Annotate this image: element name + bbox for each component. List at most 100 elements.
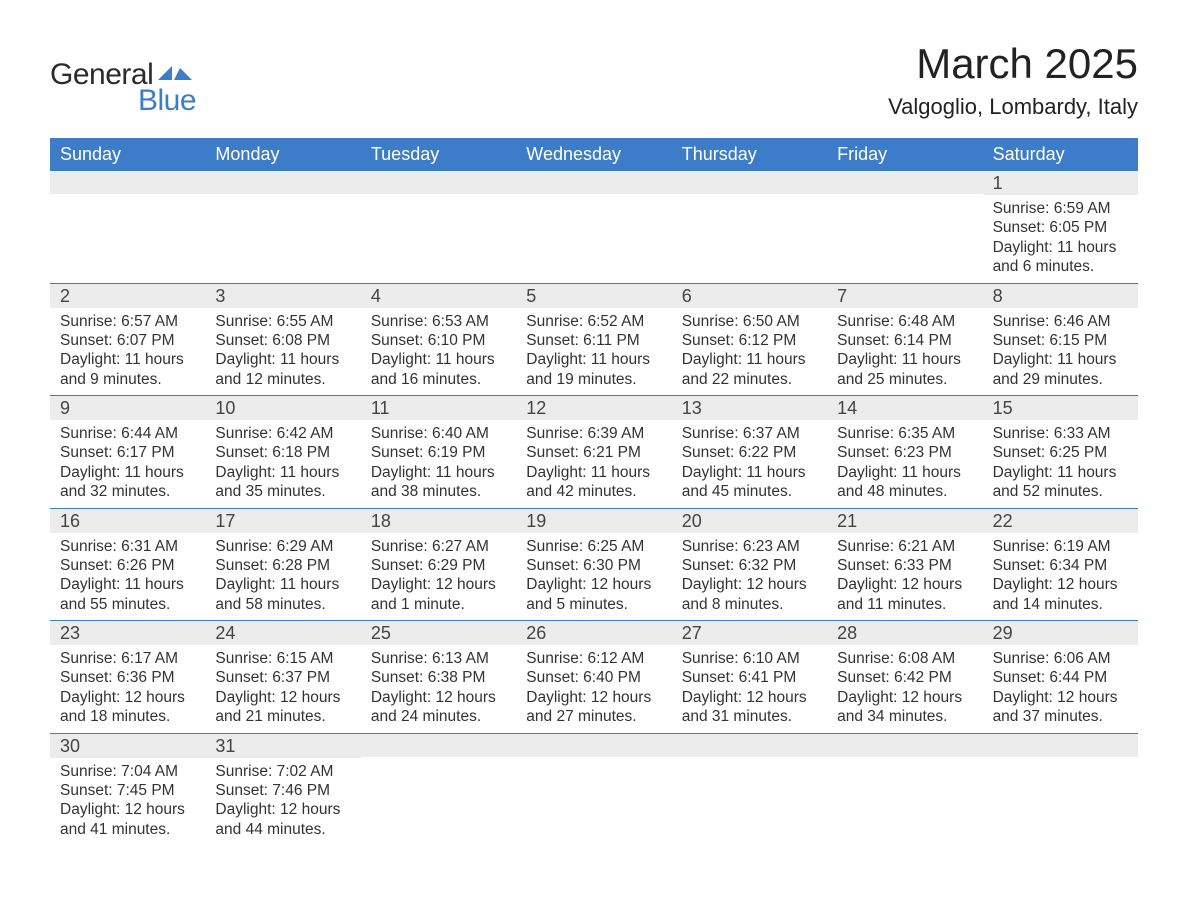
day-daylight: Daylight: 11 hours and 48 minutes. xyxy=(837,463,972,502)
day-number: 22 xyxy=(983,509,1138,533)
day-sunrise: Sunrise: 6:17 AM xyxy=(60,649,195,668)
day-daylight: Daylight: 11 hours and 52 minutes. xyxy=(993,463,1128,502)
day-daylight: Daylight: 12 hours and 1 minute. xyxy=(371,575,506,614)
title-block: March 2025 Valgoglio, Lombardy, Italy xyxy=(888,40,1138,120)
day-number: 16 xyxy=(50,509,205,533)
day-cell: 16Sunrise: 6:31 AMSunset: 6:26 PMDayligh… xyxy=(50,509,205,621)
day-cell xyxy=(827,734,982,846)
day-body xyxy=(516,757,671,767)
day-daylight: Daylight: 12 hours and 11 minutes. xyxy=(837,575,972,614)
day-number xyxy=(361,734,516,757)
day-sunset: Sunset: 6:23 PM xyxy=(837,443,972,462)
day-number xyxy=(516,171,671,194)
day-daylight: Daylight: 11 hours and 45 minutes. xyxy=(682,463,817,502)
day-sunrise: Sunrise: 6:42 AM xyxy=(215,424,350,443)
day-number: 30 xyxy=(50,734,205,758)
day-body: Sunrise: 6:44 AMSunset: 6:17 PMDaylight:… xyxy=(50,420,205,508)
day-sunrise: Sunrise: 6:48 AM xyxy=(837,312,972,331)
day-number: 1 xyxy=(983,171,1138,195)
day-sunset: Sunset: 6:28 PM xyxy=(215,556,350,575)
day-cell: 31Sunrise: 7:02 AMSunset: 7:46 PMDayligh… xyxy=(205,734,360,846)
day-cell: 2Sunrise: 6:57 AMSunset: 6:07 PMDaylight… xyxy=(50,284,205,396)
day-sunset: Sunset: 6:21 PM xyxy=(526,443,661,462)
day-number: 9 xyxy=(50,396,205,420)
day-sunrise: Sunrise: 6:25 AM xyxy=(526,537,661,556)
day-cell xyxy=(672,171,827,283)
day-number: 18 xyxy=(361,509,516,533)
calendar-week: 23Sunrise: 6:17 AMSunset: 6:36 PMDayligh… xyxy=(50,620,1138,733)
day-cell: 5Sunrise: 6:52 AMSunset: 6:11 PMDaylight… xyxy=(516,284,671,396)
day-cell: 3Sunrise: 6:55 AMSunset: 6:08 PMDaylight… xyxy=(205,284,360,396)
day-cell: 27Sunrise: 6:10 AMSunset: 6:41 PMDayligh… xyxy=(672,621,827,733)
day-cell: 24Sunrise: 6:15 AMSunset: 6:37 PMDayligh… xyxy=(205,621,360,733)
day-sunrise: Sunrise: 7:02 AM xyxy=(215,762,350,781)
day-number: 23 xyxy=(50,621,205,645)
day-cell: 13Sunrise: 6:37 AMSunset: 6:22 PMDayligh… xyxy=(672,396,827,508)
weekday-sunday: Sunday xyxy=(50,138,205,171)
day-daylight: Daylight: 11 hours and 12 minutes. xyxy=(215,350,350,389)
day-body: Sunrise: 6:15 AMSunset: 6:37 PMDaylight:… xyxy=(205,645,360,733)
day-number: 31 xyxy=(205,734,360,758)
day-cell: 10Sunrise: 6:42 AMSunset: 6:18 PMDayligh… xyxy=(205,396,360,508)
day-sunrise: Sunrise: 6:59 AM xyxy=(993,199,1128,218)
day-daylight: Daylight: 12 hours and 31 minutes. xyxy=(682,688,817,727)
day-body xyxy=(672,757,827,767)
day-number: 12 xyxy=(516,396,671,420)
day-number xyxy=(672,734,827,757)
day-number: 25 xyxy=(361,621,516,645)
day-body: Sunrise: 7:04 AMSunset: 7:45 PMDaylight:… xyxy=(50,758,205,846)
day-cell xyxy=(205,171,360,283)
day-sunset: Sunset: 6:18 PM xyxy=(215,443,350,462)
day-number xyxy=(983,734,1138,757)
calendar-week: 2Sunrise: 6:57 AMSunset: 6:07 PMDaylight… xyxy=(50,283,1138,396)
day-sunrise: Sunrise: 6:27 AM xyxy=(371,537,506,556)
day-number: 20 xyxy=(672,509,827,533)
day-daylight: Daylight: 12 hours and 27 minutes. xyxy=(526,688,661,727)
location-text: Valgoglio, Lombardy, Italy xyxy=(888,94,1138,120)
day-sunset: Sunset: 6:29 PM xyxy=(371,556,506,575)
day-sunset: Sunset: 6:38 PM xyxy=(371,668,506,687)
weekday-monday: Monday xyxy=(205,138,360,171)
day-number: 7 xyxy=(827,284,982,308)
day-cell xyxy=(983,734,1138,846)
day-body: Sunrise: 6:08 AMSunset: 6:42 PMDaylight:… xyxy=(827,645,982,733)
day-cell: 14Sunrise: 6:35 AMSunset: 6:23 PMDayligh… xyxy=(827,396,982,508)
day-sunrise: Sunrise: 6:31 AM xyxy=(60,537,195,556)
day-cell: 20Sunrise: 6:23 AMSunset: 6:32 PMDayligh… xyxy=(672,509,827,621)
day-sunset: Sunset: 6:30 PM xyxy=(526,556,661,575)
day-body: Sunrise: 6:13 AMSunset: 6:38 PMDaylight:… xyxy=(361,645,516,733)
weekday-tuesday: Tuesday xyxy=(361,138,516,171)
day-number: 4 xyxy=(361,284,516,308)
day-number xyxy=(50,171,205,194)
day-body: Sunrise: 6:17 AMSunset: 6:36 PMDaylight:… xyxy=(50,645,205,733)
day-cell xyxy=(516,734,671,846)
day-daylight: Daylight: 11 hours and 22 minutes. xyxy=(682,350,817,389)
day-body xyxy=(361,757,516,767)
day-sunrise: Sunrise: 6:29 AM xyxy=(215,537,350,556)
day-body: Sunrise: 6:48 AMSunset: 6:14 PMDaylight:… xyxy=(827,308,982,396)
day-daylight: Daylight: 12 hours and 14 minutes. xyxy=(993,575,1128,614)
day-body: Sunrise: 6:25 AMSunset: 6:30 PMDaylight:… xyxy=(516,533,671,621)
day-number: 29 xyxy=(983,621,1138,645)
day-daylight: Daylight: 11 hours and 19 minutes. xyxy=(526,350,661,389)
day-sunrise: Sunrise: 6:37 AM xyxy=(682,424,817,443)
day-sunrise: Sunrise: 6:55 AM xyxy=(215,312,350,331)
day-body: Sunrise: 6:35 AMSunset: 6:23 PMDaylight:… xyxy=(827,420,982,508)
day-cell: 7Sunrise: 6:48 AMSunset: 6:14 PMDaylight… xyxy=(827,284,982,396)
day-sunset: Sunset: 6:19 PM xyxy=(371,443,506,462)
day-daylight: Daylight: 12 hours and 18 minutes. xyxy=(60,688,195,727)
day-cell: 26Sunrise: 6:12 AMSunset: 6:40 PMDayligh… xyxy=(516,621,671,733)
day-body xyxy=(983,757,1138,767)
calendar-week: 16Sunrise: 6:31 AMSunset: 6:26 PMDayligh… xyxy=(50,508,1138,621)
day-daylight: Daylight: 12 hours and 44 minutes. xyxy=(215,800,350,839)
day-body xyxy=(516,194,671,204)
day-sunset: Sunset: 6:41 PM xyxy=(682,668,817,687)
day-sunrise: Sunrise: 6:57 AM xyxy=(60,312,195,331)
day-cell: 30Sunrise: 7:04 AMSunset: 7:45 PMDayligh… xyxy=(50,734,205,846)
day-sunset: Sunset: 6:34 PM xyxy=(993,556,1128,575)
day-sunset: Sunset: 6:07 PM xyxy=(60,331,195,350)
weekday-saturday: Saturday xyxy=(983,138,1138,171)
calendar-week: 1Sunrise: 6:59 AMSunset: 6:05 PMDaylight… xyxy=(50,171,1138,283)
day-body: Sunrise: 6:39 AMSunset: 6:21 PMDaylight:… xyxy=(516,420,671,508)
day-sunset: Sunset: 6:32 PM xyxy=(682,556,817,575)
